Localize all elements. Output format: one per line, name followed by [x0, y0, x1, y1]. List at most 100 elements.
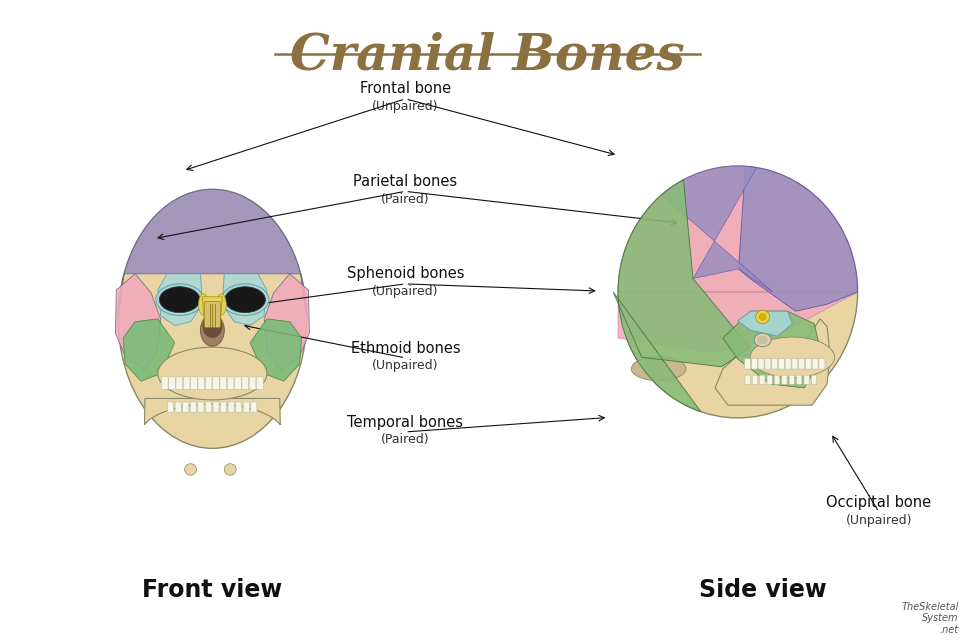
- FancyBboxPatch shape: [183, 377, 190, 390]
- Text: Sphenoid bones: Sphenoid bones: [346, 266, 464, 282]
- FancyBboxPatch shape: [242, 377, 249, 390]
- FancyBboxPatch shape: [753, 375, 758, 385]
- Text: Cranial Bones: Cranial Bones: [291, 31, 684, 80]
- Ellipse shape: [225, 287, 265, 312]
- FancyBboxPatch shape: [792, 359, 798, 369]
- FancyBboxPatch shape: [198, 377, 205, 390]
- Circle shape: [756, 310, 769, 323]
- FancyBboxPatch shape: [759, 359, 764, 369]
- Text: Side view: Side view: [699, 578, 827, 602]
- FancyBboxPatch shape: [213, 377, 219, 390]
- Polygon shape: [613, 180, 750, 412]
- FancyBboxPatch shape: [190, 402, 196, 412]
- Polygon shape: [739, 167, 858, 311]
- FancyBboxPatch shape: [220, 377, 226, 390]
- FancyBboxPatch shape: [797, 375, 801, 385]
- FancyBboxPatch shape: [169, 377, 176, 390]
- FancyBboxPatch shape: [220, 402, 226, 412]
- Ellipse shape: [199, 294, 209, 315]
- FancyBboxPatch shape: [778, 359, 784, 369]
- Text: (Unpaired): (Unpaired): [372, 100, 439, 113]
- FancyBboxPatch shape: [168, 402, 174, 412]
- Polygon shape: [118, 189, 306, 319]
- FancyBboxPatch shape: [206, 377, 212, 390]
- Polygon shape: [144, 399, 280, 425]
- Ellipse shape: [755, 333, 771, 347]
- FancyBboxPatch shape: [789, 375, 795, 385]
- Ellipse shape: [201, 314, 224, 346]
- Ellipse shape: [618, 166, 858, 418]
- FancyBboxPatch shape: [235, 377, 241, 390]
- Ellipse shape: [118, 189, 306, 448]
- FancyBboxPatch shape: [213, 402, 219, 412]
- Ellipse shape: [156, 284, 204, 316]
- Polygon shape: [723, 311, 822, 388]
- Polygon shape: [250, 319, 301, 381]
- FancyBboxPatch shape: [244, 402, 250, 412]
- Text: Front view: Front view: [142, 578, 283, 602]
- Ellipse shape: [631, 357, 685, 381]
- FancyBboxPatch shape: [182, 402, 189, 412]
- FancyBboxPatch shape: [782, 375, 787, 385]
- FancyBboxPatch shape: [745, 375, 750, 385]
- Polygon shape: [158, 274, 203, 325]
- Circle shape: [224, 464, 236, 475]
- Polygon shape: [618, 166, 858, 352]
- FancyBboxPatch shape: [205, 302, 220, 327]
- FancyBboxPatch shape: [176, 377, 182, 390]
- Polygon shape: [715, 319, 830, 405]
- Polygon shape: [222, 274, 267, 325]
- Polygon shape: [123, 319, 175, 381]
- Circle shape: [184, 464, 197, 475]
- Ellipse shape: [203, 315, 222, 338]
- FancyBboxPatch shape: [206, 402, 212, 412]
- FancyBboxPatch shape: [771, 359, 778, 369]
- Circle shape: [759, 313, 766, 321]
- FancyBboxPatch shape: [767, 375, 772, 385]
- FancyBboxPatch shape: [804, 375, 809, 385]
- FancyBboxPatch shape: [176, 402, 181, 412]
- Text: (Unpaired): (Unpaired): [845, 514, 913, 527]
- FancyBboxPatch shape: [812, 359, 818, 369]
- Text: (Unpaired): (Unpaired): [372, 359, 439, 372]
- FancyBboxPatch shape: [227, 377, 234, 390]
- Ellipse shape: [221, 284, 269, 316]
- Text: (Paired): (Paired): [381, 433, 430, 446]
- Polygon shape: [203, 297, 222, 325]
- Text: Temporal bones: Temporal bones: [347, 415, 463, 430]
- Text: Occipital bone: Occipital bone: [827, 494, 931, 510]
- Ellipse shape: [159, 287, 200, 312]
- Ellipse shape: [216, 294, 226, 315]
- Text: (Paired): (Paired): [381, 193, 430, 206]
- FancyBboxPatch shape: [228, 402, 234, 412]
- FancyBboxPatch shape: [250, 377, 255, 390]
- Text: Ethmoid bones: Ethmoid bones: [351, 341, 460, 356]
- Polygon shape: [264, 274, 309, 370]
- FancyBboxPatch shape: [745, 359, 751, 369]
- Ellipse shape: [750, 337, 835, 377]
- FancyBboxPatch shape: [760, 375, 765, 385]
- FancyBboxPatch shape: [236, 402, 242, 412]
- FancyBboxPatch shape: [819, 359, 825, 369]
- Text: Parietal bones: Parietal bones: [353, 174, 457, 189]
- Text: TheSkeletal
System
.net: TheSkeletal System .net: [902, 602, 959, 635]
- FancyBboxPatch shape: [190, 377, 197, 390]
- FancyBboxPatch shape: [161, 377, 168, 390]
- Ellipse shape: [158, 347, 267, 400]
- FancyBboxPatch shape: [805, 359, 811, 369]
- Ellipse shape: [758, 336, 768, 344]
- Polygon shape: [115, 274, 161, 370]
- FancyBboxPatch shape: [811, 375, 817, 385]
- FancyBboxPatch shape: [256, 377, 263, 390]
- Polygon shape: [738, 311, 793, 336]
- FancyBboxPatch shape: [785, 359, 791, 369]
- FancyBboxPatch shape: [774, 375, 780, 385]
- FancyBboxPatch shape: [799, 359, 804, 369]
- FancyBboxPatch shape: [752, 359, 758, 369]
- FancyBboxPatch shape: [764, 359, 771, 369]
- FancyBboxPatch shape: [198, 402, 204, 412]
- Text: Frontal bone: Frontal bone: [360, 82, 450, 96]
- Text: (Unpaired): (Unpaired): [372, 285, 439, 298]
- FancyBboxPatch shape: [251, 402, 256, 412]
- Polygon shape: [661, 166, 773, 292]
